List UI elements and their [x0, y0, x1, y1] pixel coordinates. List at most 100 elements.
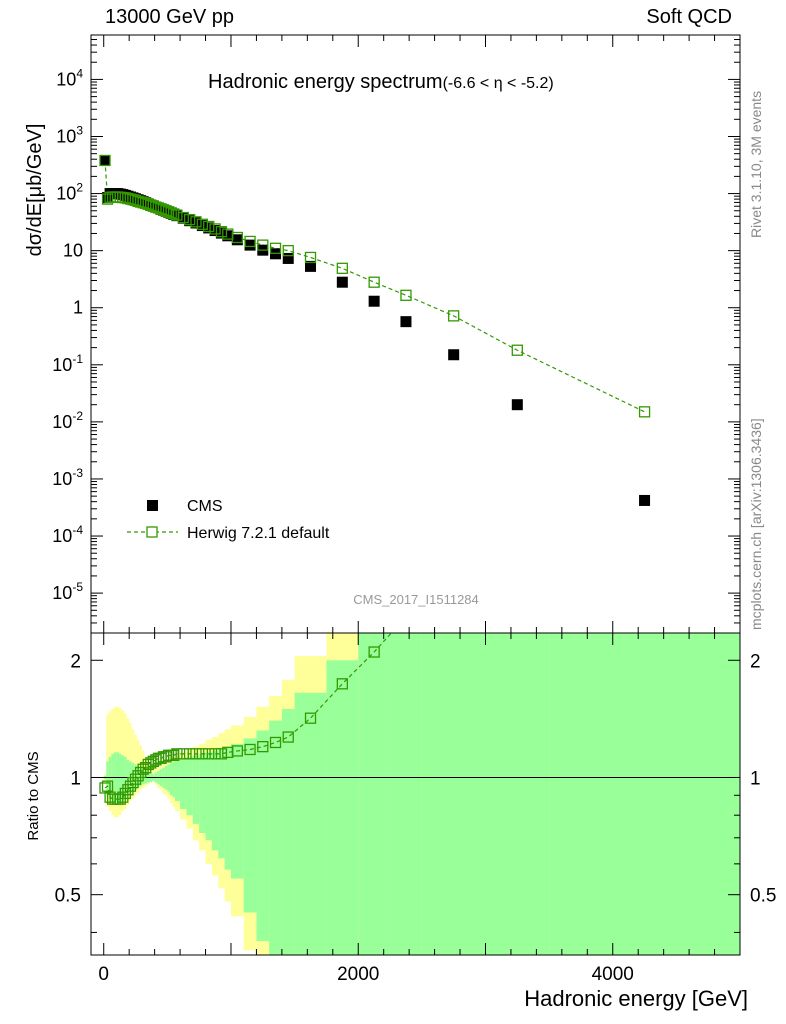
- legend-cms-marker: [147, 500, 158, 511]
- main-ytick-label: 103: [56, 123, 83, 146]
- ratio-herwig-point: [203, 748, 215, 760]
- herwig-point: [269, 242, 282, 254]
- ratio-herwig-point: [368, 646, 380, 658]
- ratio-inner-band-bin: [169, 762, 173, 796]
- ratio-herwig-point: [282, 731, 294, 743]
- herwig-point: [257, 239, 269, 251]
- ratio-herwig-point: [304, 712, 317, 724]
- ratio-herwig-point: [196, 748, 208, 760]
- cms-point: [222, 230, 234, 242]
- ratio-inner-band-bin: [358, 633, 391, 955]
- ratio-inner-band-bin: [218, 749, 225, 859]
- xtick-label: 2000: [337, 964, 379, 985]
- cms-point: [190, 217, 202, 229]
- herwig-point: [448, 310, 460, 322]
- main-series-lines: [104, 160, 645, 413]
- chart-title: Hadronic energy spectrum(-6.6 < η < -5.2…: [208, 71, 554, 93]
- main-axis-ticks: [91, 34, 740, 634]
- ratio-herwig-point: [215, 748, 228, 760]
- ratio-inner-band-bin: [186, 756, 193, 816]
- ratio-inner-band-bin: [390, 633, 422, 955]
- ratio-inner-band-bin: [326, 660, 359, 955]
- main-ytick-label: 1: [73, 298, 83, 318]
- cms-point: [215, 227, 227, 239]
- cms-point: [336, 276, 348, 288]
- main-ytick-label: 10-1: [52, 352, 83, 375]
- header-process-label: Soft QCD: [646, 6, 732, 28]
- main-ytick-labels: 10-5 10-4 10-3 10-2 10-1 1 10 102 103 104: [52, 66, 83, 603]
- herwig-point: [400, 289, 412, 301]
- legend-cms-label: CMS: [187, 498, 223, 515]
- ratio-inner-band-bin: [294, 692, 327, 955]
- main-ytick-label: 10-3: [52, 466, 83, 489]
- ratio-inner-band-bin: [180, 758, 187, 809]
- herwig-point: [304, 251, 317, 264]
- ratio-ytick-label-right: 1: [750, 768, 761, 789]
- chart-title-main: Hadronic energy spectrum: [208, 71, 443, 93]
- cms-point: [231, 234, 243, 246]
- ratio-inner-band-bin: [243, 738, 257, 913]
- cms-point: [639, 494, 651, 506]
- ratio-herwig-point: [336, 678, 348, 690]
- main-frame: [90, 34, 741, 634]
- ratio-y-axis-label: Ratio to CMS: [25, 751, 42, 840]
- ratio-herwig-point: [101, 780, 114, 792]
- cms-point: [244, 239, 256, 251]
- ratio-inner-band-bin: [485, 633, 550, 955]
- cms-point: [282, 252, 294, 264]
- cms-point: [448, 349, 460, 361]
- xtick-label: 4000: [592, 964, 634, 985]
- main-ytick-label: 10-5: [52, 580, 83, 603]
- cms-point: [196, 220, 208, 232]
- ratio-tick-labels: 0.5 0.5 1 1 2 2 0 2000 4000: [55, 651, 777, 985]
- cms-point: [171, 210, 183, 222]
- herwig-point: [171, 209, 183, 221]
- cms-point: [184, 215, 196, 227]
- herwig-point: [99, 154, 111, 167]
- ratio-herwig-point: [209, 748, 221, 760]
- main-panel: 10-5 10-4 10-3 10-2 10-1 1 10 102 103 104 Hadroni…: [24, 34, 741, 634]
- ratio-herwig-point: [257, 740, 269, 753]
- main-ytick-label: 10: [63, 241, 83, 261]
- ratio-inner-band-bin: [205, 752, 212, 841]
- herwig-point: [183, 213, 196, 226]
- ratio-inner-band-bin: [121, 755, 125, 802]
- herwig-point: [190, 216, 202, 228]
- legend-herwig-marker: [146, 526, 158, 538]
- chart-title-suffix: (-6.6 < η < -5.2): [443, 75, 554, 92]
- legend: CMS Herwig 7.2.1 default: [127, 498, 330, 542]
- ratio-ytick-label: 1: [70, 768, 81, 789]
- ratio-axis-ticks: [91, 633, 740, 955]
- herwig-point: [177, 211, 189, 224]
- herwig-point: [511, 344, 523, 356]
- main-ytick-label: 104: [56, 66, 83, 89]
- herwig-point: [638, 406, 651, 418]
- ratio-inner-band-bin: [256, 730, 270, 942]
- cms-point: [99, 154, 111, 166]
- ratio-inner-band-bin: [199, 753, 206, 834]
- ratio-inner-band-bin: [118, 753, 122, 803]
- cms-point: [368, 295, 380, 307]
- herwig-point: [196, 218, 208, 230]
- cms-point: [209, 225, 221, 237]
- ratio-herwig-points: [99, 646, 380, 805]
- xtick-label: 0: [98, 964, 109, 985]
- ratio-panel: 0.5 0.5 1 1 2 2 0 2000 4000 Ratio to CMS Hadroni…: [25, 632, 777, 1011]
- cms-point: [177, 212, 189, 224]
- herwig-point: [215, 226, 228, 238]
- ratio-inner-band-bin: [116, 752, 119, 805]
- herwig-point: [244, 235, 256, 248]
- cms-point: [400, 316, 412, 328]
- legend-herwig-label: Herwig 7.2.1 default: [187, 525, 330, 542]
- ratio-herwig-point: [269, 736, 282, 749]
- ratio-ytick-label: 2: [70, 651, 81, 672]
- x-axis-label: Hadronic energy [GeV]: [524, 986, 748, 1011]
- herwig-point: [368, 276, 380, 288]
- header-energy-label: 13000 GeV pp: [105, 6, 234, 28]
- ratio-inner-band-bin: [549, 633, 740, 955]
- ratio-inner-band-bin: [192, 755, 200, 824]
- cms-points: [99, 154, 651, 506]
- cms-point: [203, 222, 215, 234]
- main-ytick-label: 10-4: [52, 523, 83, 546]
